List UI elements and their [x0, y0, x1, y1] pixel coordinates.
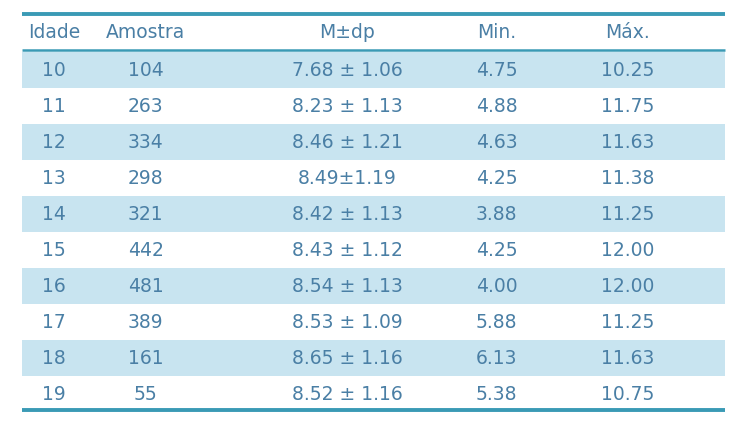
Text: 4.63: 4.63 — [476, 132, 518, 151]
Text: 12: 12 — [42, 132, 66, 151]
Text: 4.75: 4.75 — [476, 61, 518, 80]
Text: 442: 442 — [128, 240, 164, 259]
Text: 11: 11 — [42, 97, 66, 115]
Text: 18: 18 — [42, 349, 66, 368]
Text: 389: 389 — [128, 312, 164, 332]
Bar — [22, 52, 725, 88]
Text: 334: 334 — [128, 132, 164, 151]
Text: 13: 13 — [42, 168, 66, 187]
Text: 7.68 ± 1.06: 7.68 ± 1.06 — [292, 61, 403, 80]
Text: Máx.: Máx. — [605, 22, 650, 42]
Bar — [22, 196, 725, 232]
Text: 481: 481 — [128, 276, 164, 296]
Text: Amostra: Amostra — [106, 22, 185, 42]
Text: Idade: Idade — [28, 22, 80, 42]
Text: 17: 17 — [42, 312, 66, 332]
Text: 298: 298 — [128, 168, 164, 187]
Text: M±dp: M±dp — [320, 22, 375, 42]
Bar — [22, 340, 725, 376]
Text: 8.43 ± 1.12: 8.43 ± 1.12 — [292, 240, 403, 259]
Text: 12.00: 12.00 — [601, 276, 654, 296]
Text: 4.25: 4.25 — [476, 168, 518, 187]
Text: 11.63: 11.63 — [601, 132, 654, 151]
Text: 8.54 ± 1.13: 8.54 ± 1.13 — [292, 276, 403, 296]
Text: 19: 19 — [42, 385, 66, 404]
Text: 10.25: 10.25 — [601, 61, 654, 80]
Text: 8.49±1.19: 8.49±1.19 — [298, 168, 397, 187]
Text: 5.38: 5.38 — [476, 385, 518, 404]
Text: 55: 55 — [134, 385, 158, 404]
Text: 6.13: 6.13 — [476, 349, 518, 368]
Text: 161: 161 — [128, 349, 164, 368]
Text: 11.25: 11.25 — [601, 312, 654, 332]
Text: 11.63: 11.63 — [601, 349, 654, 368]
Text: 8.23 ± 1.13: 8.23 ± 1.13 — [292, 97, 403, 115]
Text: 104: 104 — [128, 61, 164, 80]
Text: 16: 16 — [42, 276, 66, 296]
Text: Min.: Min. — [477, 22, 516, 42]
Text: 11.25: 11.25 — [601, 204, 654, 223]
Text: 10: 10 — [42, 61, 66, 80]
Text: 263: 263 — [128, 97, 164, 115]
Text: 8.42 ± 1.13: 8.42 ± 1.13 — [292, 204, 403, 223]
Text: 8.65 ± 1.16: 8.65 ± 1.16 — [292, 349, 403, 368]
Text: 10.75: 10.75 — [601, 385, 654, 404]
Text: 14: 14 — [42, 204, 66, 223]
Text: 12.00: 12.00 — [601, 240, 654, 259]
Text: 4.88: 4.88 — [476, 97, 518, 115]
Bar — [22, 268, 725, 304]
Text: 11.38: 11.38 — [601, 168, 654, 187]
Text: 8.52 ± 1.16: 8.52 ± 1.16 — [292, 385, 403, 404]
Text: 8.46 ± 1.21: 8.46 ± 1.21 — [292, 132, 403, 151]
Text: 15: 15 — [42, 240, 66, 259]
Text: 11.75: 11.75 — [601, 97, 654, 115]
Text: 4.00: 4.00 — [476, 276, 518, 296]
Text: 8.53 ± 1.09: 8.53 ± 1.09 — [292, 312, 403, 332]
Text: 321: 321 — [128, 204, 164, 223]
Text: 3.88: 3.88 — [476, 204, 518, 223]
Text: 4.25: 4.25 — [476, 240, 518, 259]
Bar — [22, 124, 725, 160]
Text: 5.88: 5.88 — [476, 312, 518, 332]
